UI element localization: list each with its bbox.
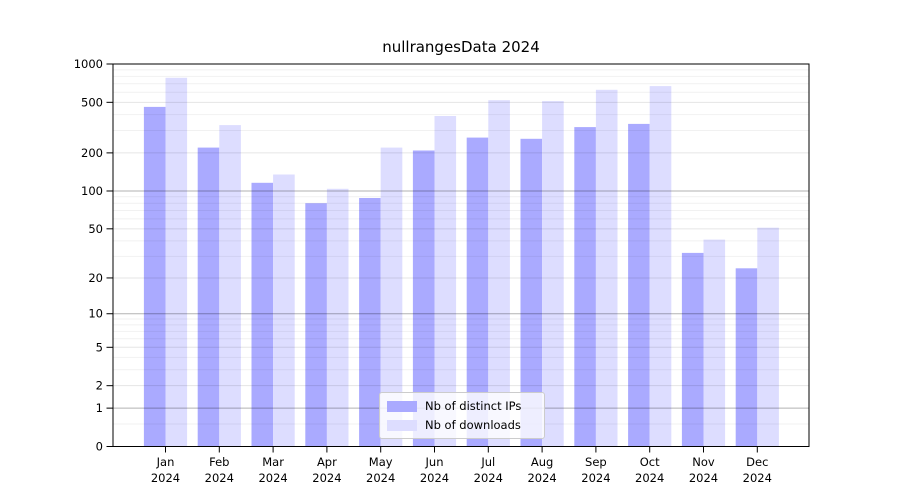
bar-nov-downloads — [703, 239, 726, 447]
y-tick-label: 500 — [81, 95, 103, 109]
bar-oct-ips — [628, 123, 650, 447]
x-tick-label-year: 2024 — [205, 471, 234, 485]
bar-mar-downloads — [273, 174, 295, 447]
bar-dec-downloads — [757, 227, 779, 447]
bar-nov-ips — [681, 252, 704, 447]
bar-mar-ips — [251, 182, 274, 447]
x-tick-label-year: 2024 — [312, 471, 341, 485]
y-tick-label: 1 — [96, 401, 103, 415]
chart-title: nullrangesData 2024 — [382, 38, 540, 56]
x-tick-label-month: Dec — [746, 455, 768, 469]
x-tick-label-month: Sep — [585, 455, 607, 469]
y-tick-label: 50 — [88, 222, 103, 236]
bars-distinct-ips — [143, 106, 758, 447]
y-tick-label: 1000 — [74, 57, 103, 71]
y-tick-label: 5 — [96, 340, 103, 354]
x-tick-label-year: 2024 — [635, 471, 664, 485]
x-tick-label-month: Nov — [692, 455, 715, 469]
x-tick-label-month: Jan — [156, 455, 175, 469]
y-tick-label: 0 — [96, 440, 103, 454]
legend-label-distinct-ips: Nb of distinct IPs — [425, 399, 522, 413]
bar-apr-ips — [305, 203, 327, 447]
bar-jul-downloads — [488, 100, 510, 447]
x-axis: Jan 2024 Feb 2024 Mar 2024 Apr 2024 May 2024 Jun 20… — [151, 446, 772, 485]
bar-dec-ips — [735, 268, 758, 447]
bar-aug-downloads — [542, 101, 564, 447]
legend-item-distinct-ips: Nb of distinct IPs — [387, 399, 536, 413]
legend-item-downloads: Nb of downloads — [387, 418, 536, 432]
y-tick-label: 2 — [96, 379, 103, 393]
x-tick-label-month: May — [369, 455, 393, 469]
x-tick-label-year: 2024 — [258, 471, 287, 485]
bar-may-ips — [359, 198, 381, 447]
x-tick-label-year: 2024 — [527, 471, 556, 485]
bar-jan-downloads — [165, 77, 188, 447]
bar-feb-downloads — [219, 125, 241, 447]
y-tick-label: 100 — [81, 184, 103, 198]
legend-swatch-distinct-ips — [387, 400, 417, 412]
bar-jan-ips — [143, 106, 166, 447]
x-tick-label-month: Oct — [640, 455, 660, 469]
bar-aug-ips — [520, 138, 543, 447]
x-tick-label-year: 2024 — [420, 471, 449, 485]
x-tick-label-year: 2024 — [474, 471, 503, 485]
x-tick-label-month: Mar — [262, 455, 284, 469]
x-tick-label-year: 2024 — [689, 471, 718, 485]
x-tick-label-month: Apr — [317, 455, 337, 469]
x-tick-label-month: Aug — [531, 455, 553, 469]
bars-downloads — [165, 77, 779, 447]
y-tick-label: 10 — [88, 307, 103, 321]
y-tick-label: 200 — [81, 146, 103, 160]
bar-sep-downloads — [595, 89, 618, 447]
legend-label-downloads: Nb of downloads — [425, 418, 521, 432]
x-tick-label-year: 2024 — [743, 471, 772, 485]
bar-feb-ips — [197, 147, 220, 447]
legend-swatch-downloads — [387, 419, 417, 431]
axes-spines — [112, 63, 810, 447]
legend: Nb of distinct IPs Nb of downloads — [379, 392, 545, 439]
x-tick-label-month: Feb — [209, 455, 229, 469]
x-tick-label-month: Jul — [480, 455, 495, 469]
x-tick-label-year: 2024 — [151, 471, 180, 485]
bar-apr-downloads — [326, 188, 349, 447]
x-tick-label-year: 2024 — [581, 471, 610, 485]
x-tick-label-month: Jun — [425, 455, 444, 469]
bar-jun-ips — [412, 150, 435, 447]
bar-jun-downloads — [434, 116, 457, 447]
x-tick-label-year: 2024 — [366, 471, 395, 485]
plot-border — [112, 63, 810, 447]
bar-may-downloads — [380, 147, 403, 447]
bar-jul-ips — [466, 137, 489, 447]
bar-oct-downloads — [649, 86, 672, 447]
y-tick-label: 20 — [88, 271, 103, 285]
bar-sep-ips — [574, 127, 596, 447]
